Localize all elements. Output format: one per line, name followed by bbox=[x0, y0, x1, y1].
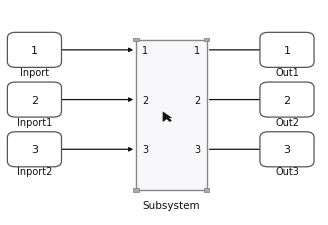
Text: 1: 1 bbox=[142, 46, 148, 56]
Text: 3: 3 bbox=[142, 145, 148, 155]
Text: 3: 3 bbox=[283, 145, 291, 155]
FancyBboxPatch shape bbox=[260, 132, 314, 167]
Bar bbox=[204, 188, 209, 192]
FancyBboxPatch shape bbox=[7, 83, 62, 117]
FancyBboxPatch shape bbox=[7, 33, 62, 68]
Text: 2: 2 bbox=[194, 95, 201, 105]
FancyBboxPatch shape bbox=[260, 83, 314, 117]
Text: 3: 3 bbox=[195, 145, 200, 155]
Text: 2: 2 bbox=[142, 95, 149, 105]
FancyBboxPatch shape bbox=[7, 132, 62, 167]
Bar bbox=[133, 39, 139, 42]
Bar bbox=[136, 40, 207, 190]
Bar bbox=[204, 39, 209, 42]
Text: 2: 2 bbox=[283, 95, 291, 105]
Text: Out2: Out2 bbox=[275, 117, 299, 127]
Text: 1: 1 bbox=[195, 46, 200, 56]
FancyBboxPatch shape bbox=[260, 33, 314, 68]
Bar bbox=[133, 188, 139, 192]
Polygon shape bbox=[163, 112, 172, 122]
Text: Subsystem: Subsystem bbox=[143, 200, 200, 210]
Text: Out3: Out3 bbox=[275, 166, 299, 176]
Text: Inport: Inport bbox=[20, 68, 49, 77]
Text: Inport1: Inport1 bbox=[17, 117, 52, 127]
Text: Out1: Out1 bbox=[275, 68, 299, 77]
Text: 3: 3 bbox=[31, 145, 38, 155]
Text: Inport2: Inport2 bbox=[17, 166, 52, 176]
Text: 1: 1 bbox=[283, 46, 291, 56]
Text: 1: 1 bbox=[31, 46, 38, 56]
Text: 2: 2 bbox=[31, 95, 38, 105]
